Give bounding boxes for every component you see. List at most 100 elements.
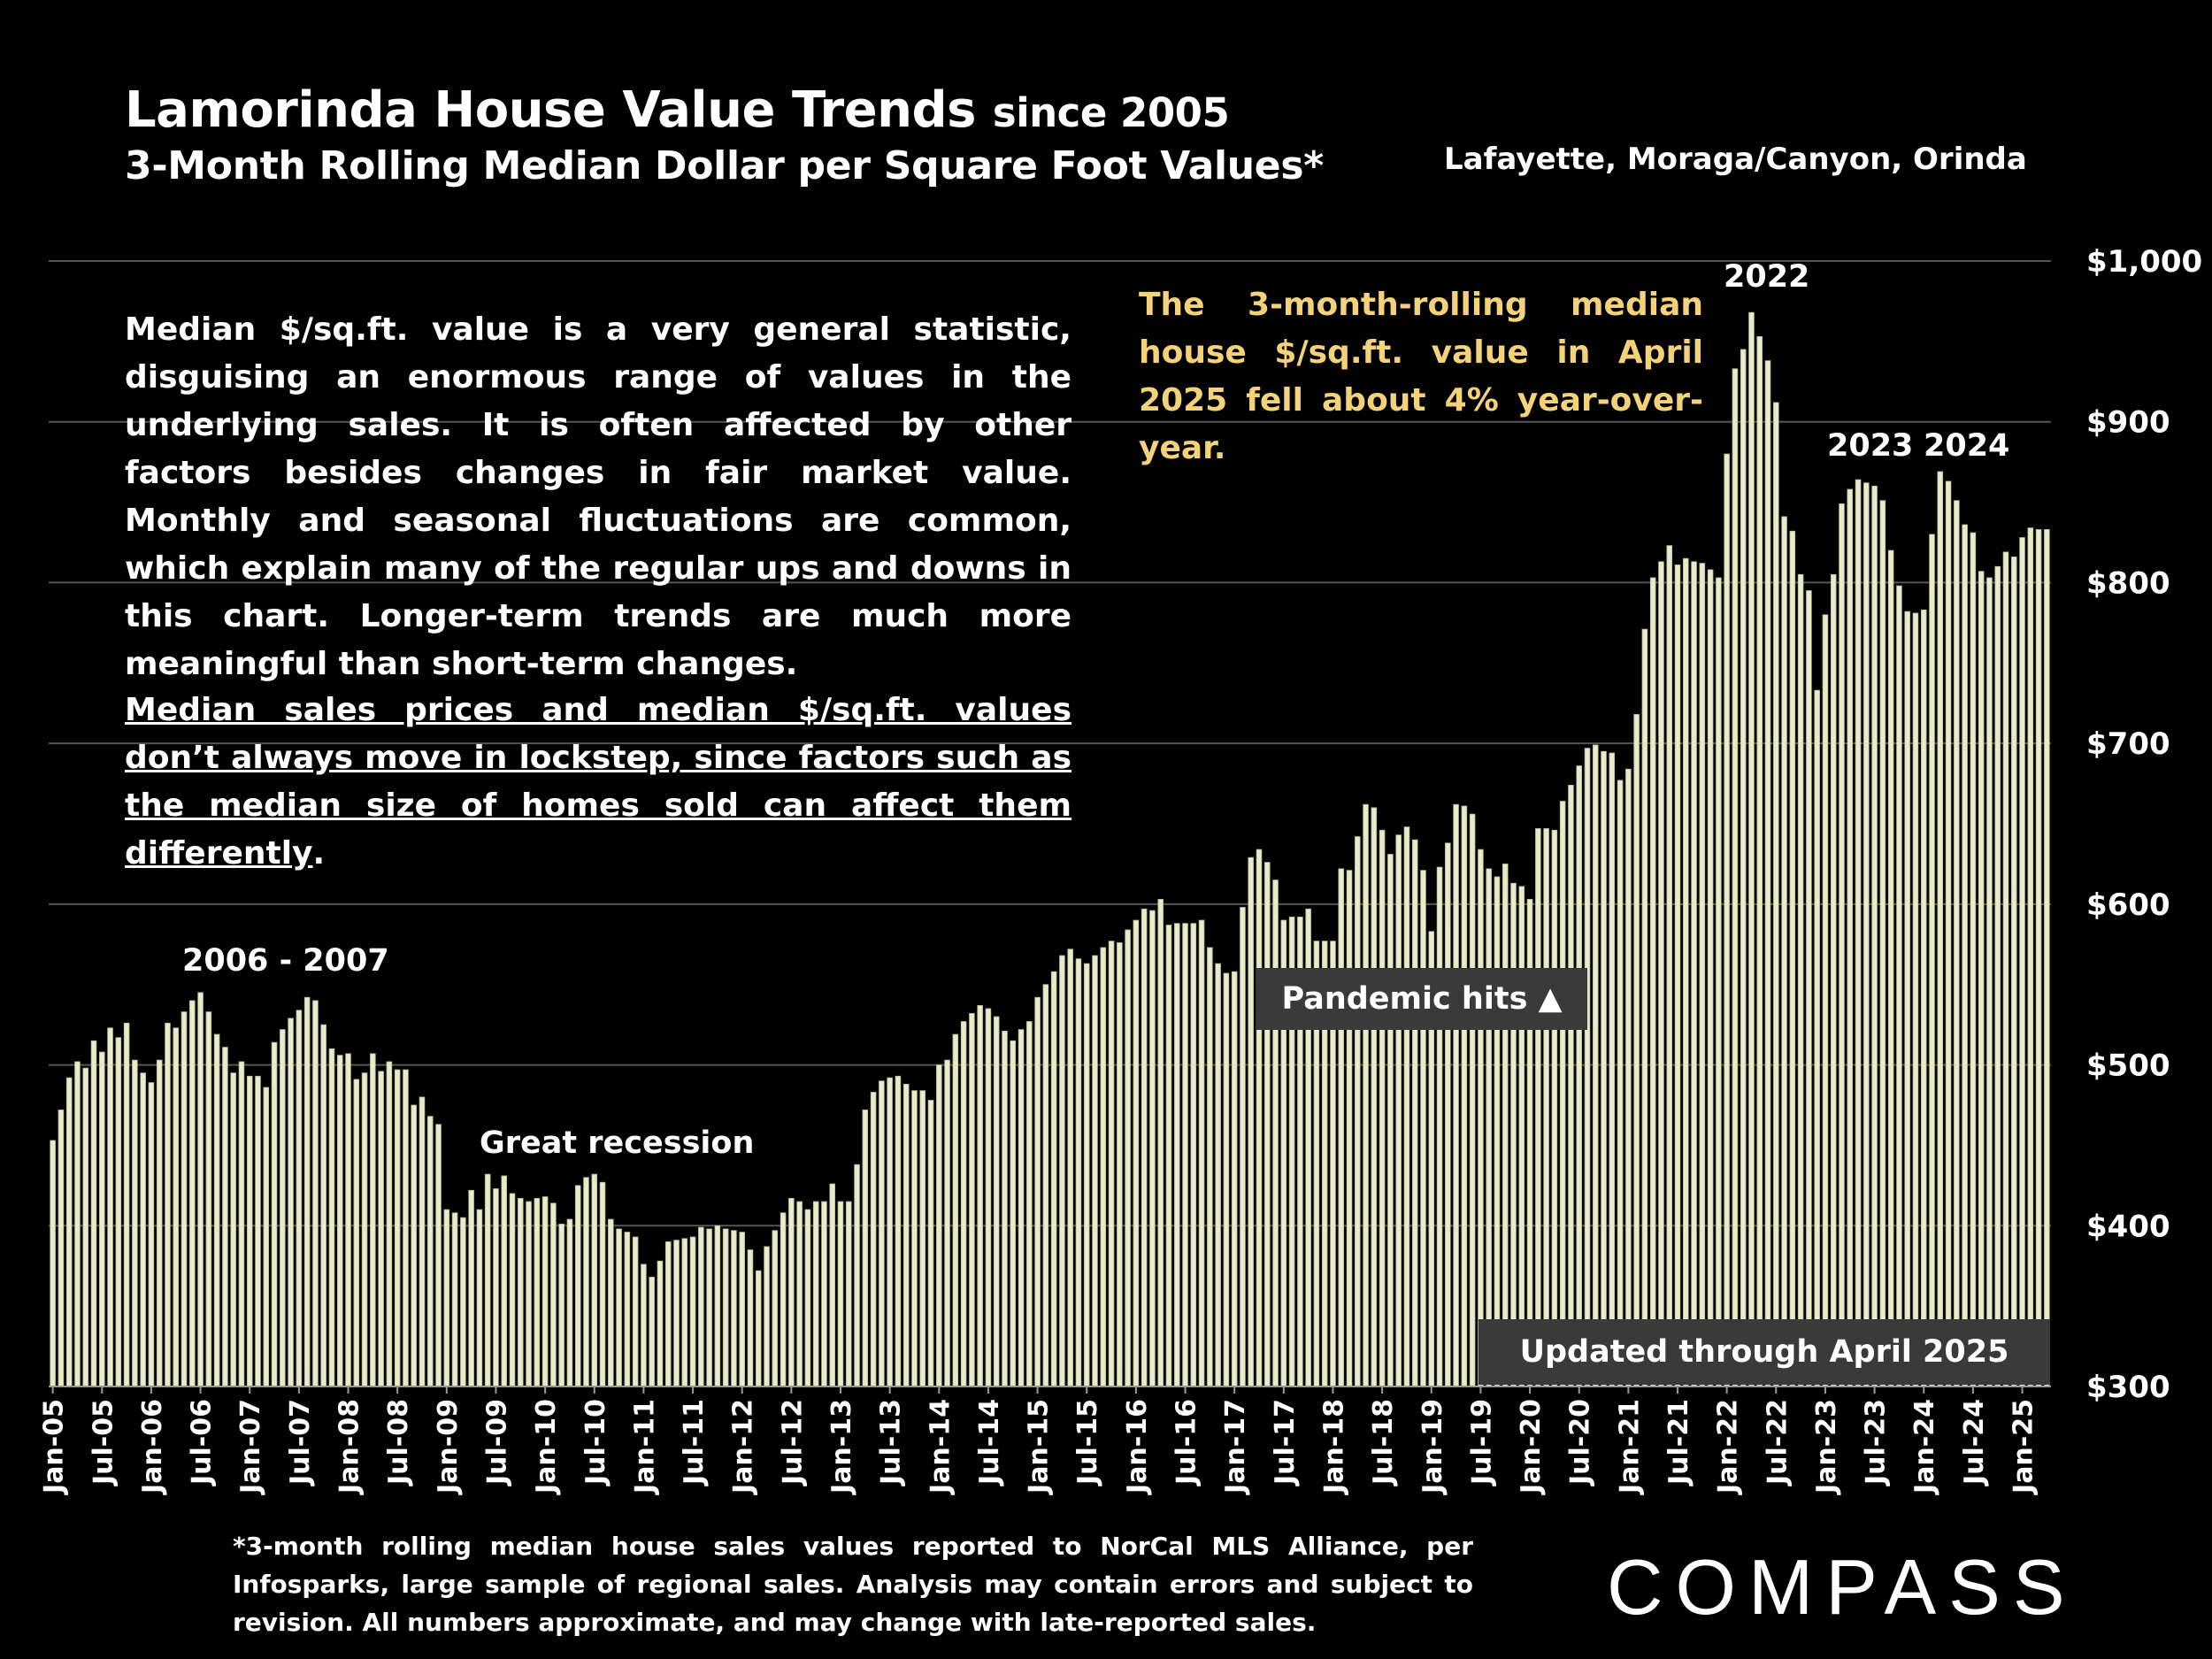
bar	[845, 1201, 852, 1387]
bar	[255, 1075, 261, 1387]
lockstep-note-end: .	[312, 835, 326, 872]
region-label: Lafayette, Moraga/Canyon, Orinda	[1444, 142, 2027, 177]
bar	[1108, 941, 1115, 1387]
bar	[1411, 839, 1418, 1387]
bar	[246, 1075, 253, 1387]
x-tick-label: Jan-23	[1811, 1399, 1842, 1495]
bar	[1945, 480, 1952, 1387]
lockstep-note: Median sales prices and median $/sq.ft. …	[125, 687, 1071, 878]
x-tick-label: Jul-23	[1861, 1399, 1892, 1486]
bar	[1609, 752, 1616, 1387]
bar	[435, 1124, 442, 1387]
bar	[821, 1201, 827, 1387]
x-tick-label: Jul-12	[777, 1399, 808, 1486]
bar	[189, 1000, 196, 1387]
bar	[165, 1022, 171, 1387]
bar	[1141, 908, 1148, 1387]
bar	[1486, 868, 1492, 1387]
x-tick-label: Jul-13	[876, 1399, 907, 1486]
bar	[747, 1249, 754, 1387]
bar	[230, 1072, 236, 1387]
x-tick-label: Jul-14	[974, 1399, 1005, 1486]
bar	[1962, 524, 1968, 1387]
bar	[1026, 1021, 1033, 1387]
bar	[632, 1236, 639, 1387]
bar	[574, 1185, 581, 1387]
bar	[263, 1087, 270, 1387]
x-tick-label: Jan-18	[1318, 1399, 1349, 1495]
x-tick-label: Jul-21	[1663, 1399, 1694, 1486]
bar	[426, 1116, 434, 1387]
bar	[1478, 849, 1484, 1387]
bar	[1117, 942, 1123, 1387]
bar	[952, 1033, 959, 1387]
title-main: Lamorinda House Value Trends	[125, 81, 976, 139]
bar	[1568, 784, 1574, 1387]
x-tick-label: Jan-22	[1713, 1399, 1744, 1495]
bar	[641, 1263, 647, 1387]
bar	[518, 1197, 524, 1387]
bar	[65, 1077, 73, 1387]
bar	[1970, 532, 1977, 1387]
x-tick-label: Jul-24	[1959, 1399, 1990, 1486]
x-tick-label: Jan-24	[1909, 1399, 1940, 1495]
bar	[1173, 923, 1180, 1387]
y-tick-label: $1,000	[2086, 244, 2202, 280]
bar	[1083, 963, 1090, 1387]
bar	[1699, 563, 1706, 1387]
y-tick-label: $900	[2086, 405, 2170, 441]
bar	[977, 1004, 983, 1387]
bar	[911, 1090, 918, 1387]
compass-logo-text: COMPASS	[1607, 1543, 2067, 1631]
bar	[960, 1021, 967, 1387]
bar	[1420, 870, 1426, 1387]
bar	[731, 1230, 737, 1387]
bar	[1133, 919, 1140, 1387]
bar	[2002, 551, 2009, 1387]
bar	[985, 1008, 992, 1387]
title-suffix: since 2005	[992, 89, 1230, 136]
x-tick-label: Jan-15	[1024, 1399, 1055, 1495]
x-tick-label: Jan-09	[433, 1399, 464, 1495]
bar	[1666, 545, 1673, 1387]
bar	[1436, 866, 1443, 1387]
pandemic-label: Pandemic hits ▲	[1256, 968, 1587, 1030]
bar	[1042, 984, 1049, 1387]
bar	[2010, 556, 2017, 1387]
bar	[1649, 577, 1656, 1387]
x-tick-label: Jan-08	[334, 1399, 365, 1495]
bar	[664, 1241, 672, 1387]
bar	[1395, 834, 1402, 1387]
bar	[173, 1027, 180, 1387]
bar	[1223, 972, 1230, 1387]
bar	[714, 1225, 721, 1387]
bar	[764, 1246, 770, 1387]
bar	[1912, 612, 1919, 1387]
bar	[1510, 882, 1517, 1387]
page-title: Lamorinda House Value Trends since 2005	[125, 81, 1230, 139]
bar	[534, 1197, 541, 1387]
label-2006-2007: 2006 - 2007	[182, 943, 389, 979]
bar	[541, 1196, 549, 1387]
bar	[1559, 801, 1566, 1387]
bar	[1764, 360, 1771, 1387]
bar	[1190, 923, 1197, 1387]
y-tick-label: $500	[2086, 1048, 2170, 1084]
bar	[148, 1082, 155, 1387]
bar	[1896, 585, 1902, 1387]
y-tick-label: $700	[2086, 726, 2170, 762]
bar	[862, 1110, 869, 1387]
x-tick-label: Jan-11	[629, 1399, 660, 1495]
bar	[1248, 856, 1255, 1387]
bar	[468, 1189, 474, 1387]
bar	[772, 1230, 779, 1387]
bar	[870, 1092, 877, 1387]
x-tick-label: Jul-10	[580, 1399, 611, 1486]
bar	[681, 1238, 688, 1387]
bar	[1797, 573, 1804, 1387]
bar	[509, 1193, 516, 1387]
bar	[829, 1183, 835, 1387]
bar	[1050, 971, 1057, 1387]
bar	[74, 1061, 81, 1387]
